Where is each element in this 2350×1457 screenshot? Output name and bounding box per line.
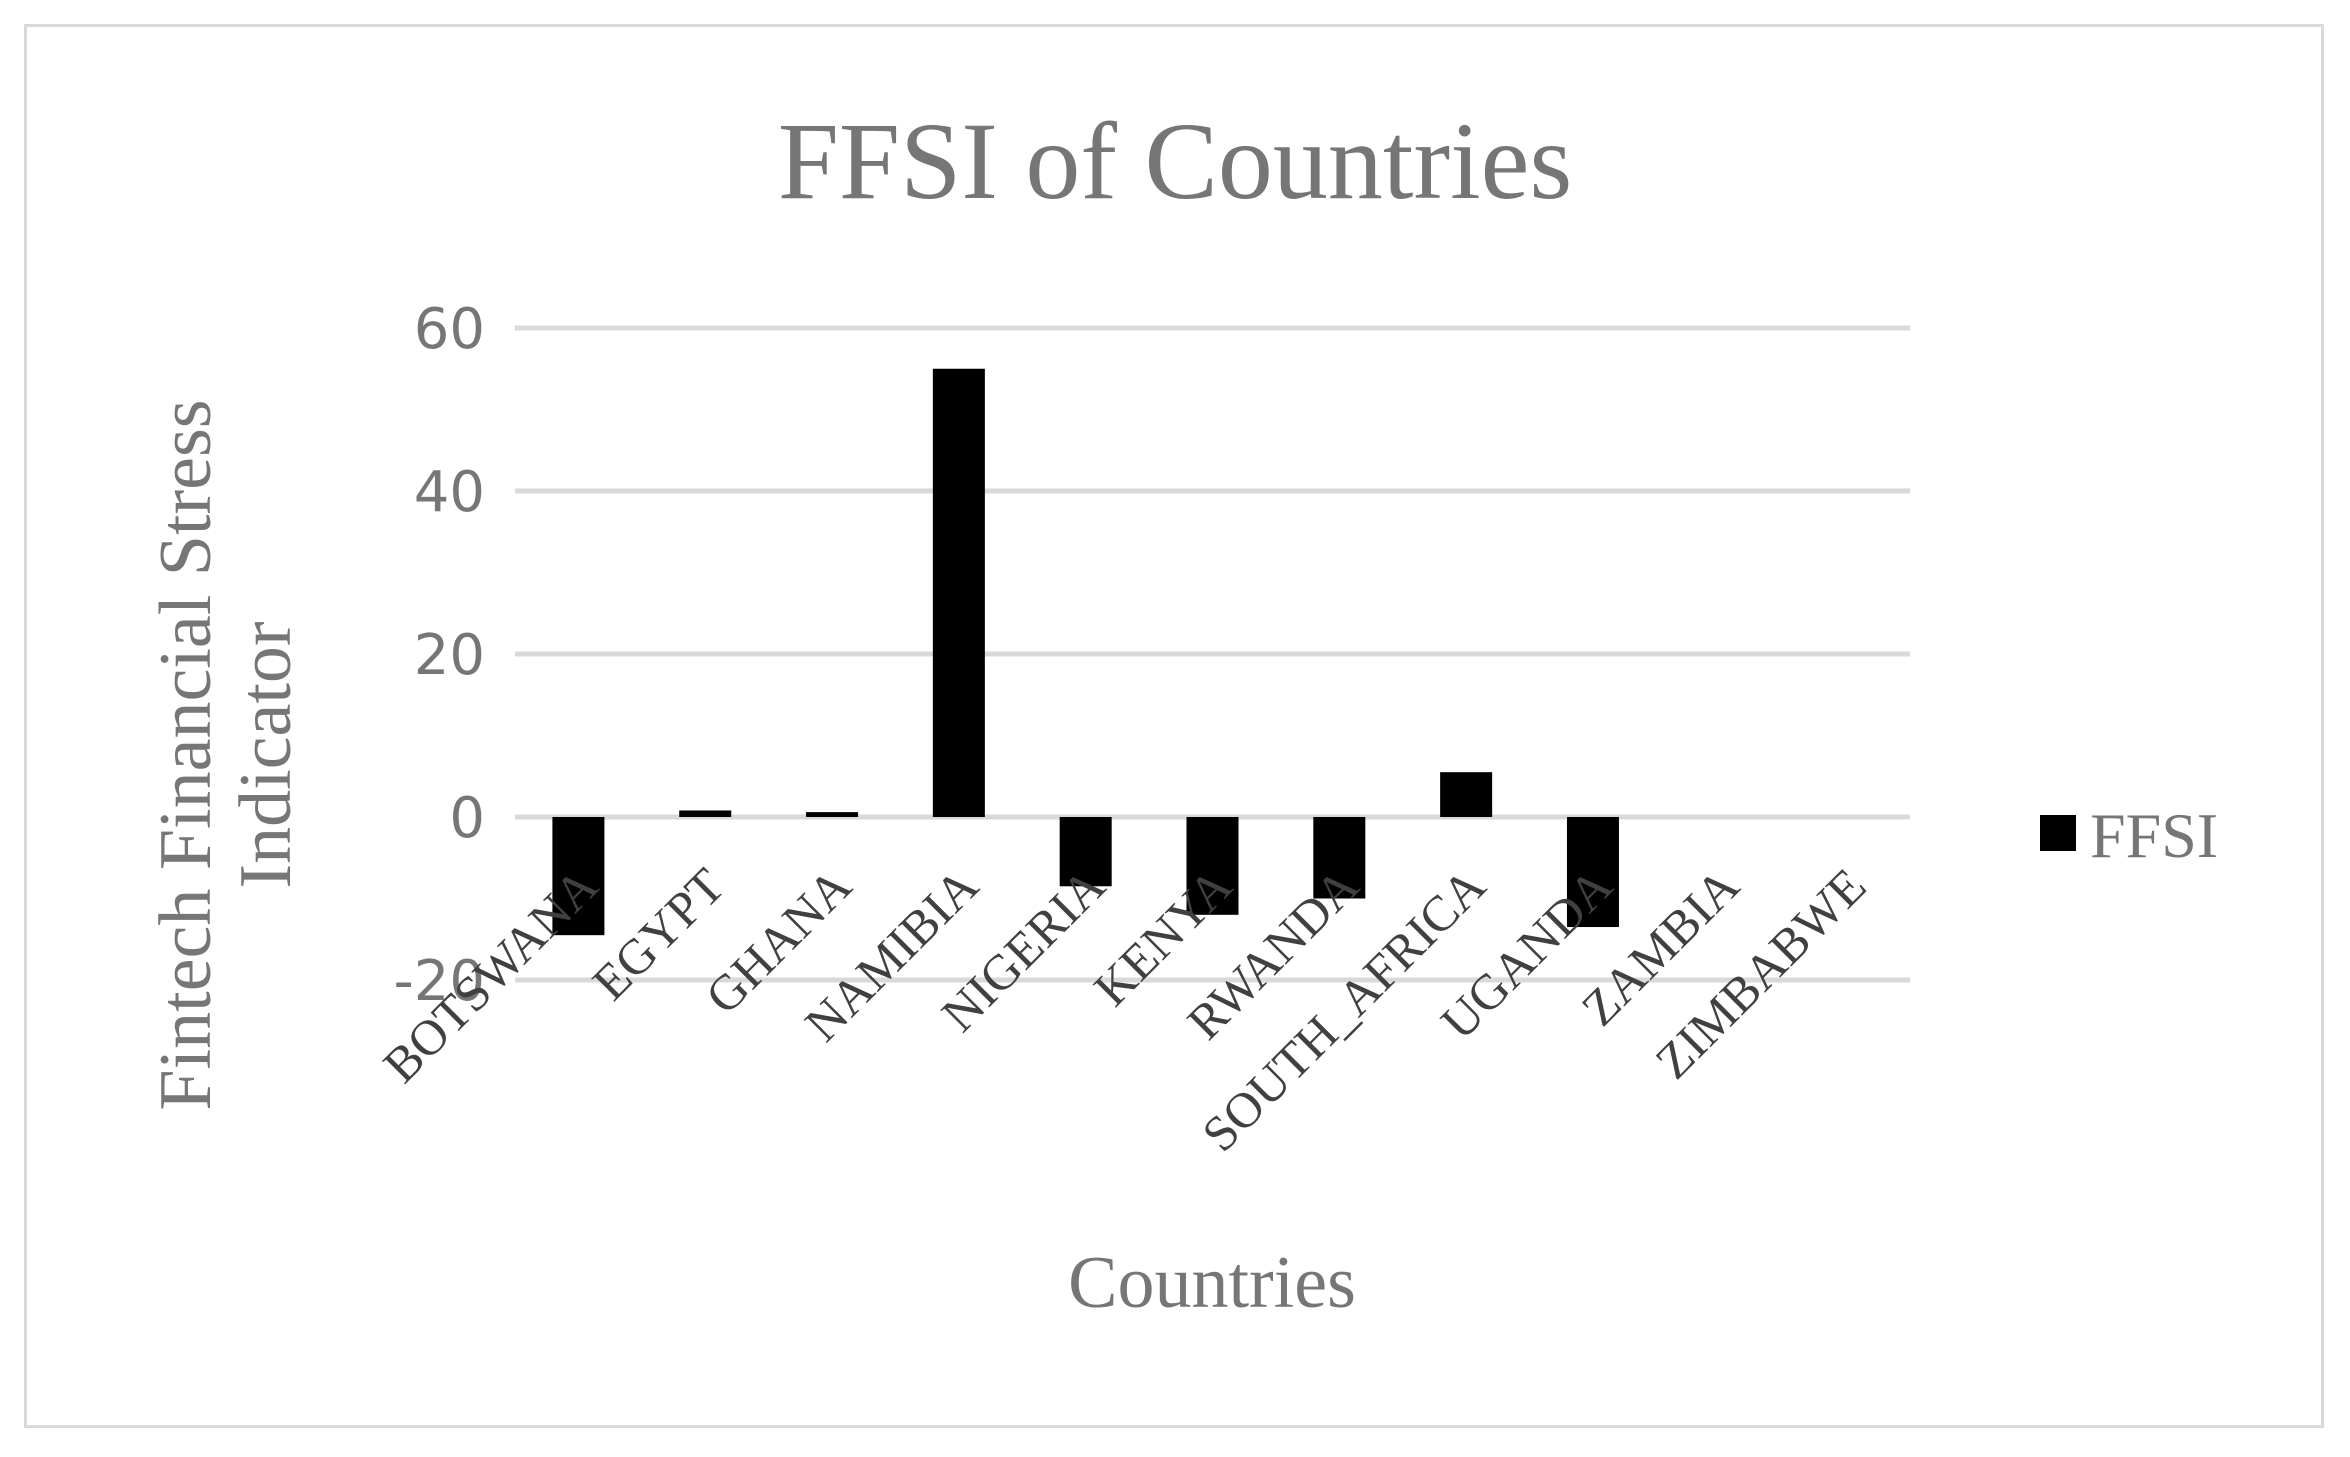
y-tick-label: 20 <box>414 623 485 688</box>
y-tick-label: -20 <box>394 949 485 1014</box>
bars <box>552 368 1619 936</box>
bar <box>1313 817 1366 899</box>
bar <box>932 368 985 817</box>
legend: FFSI <box>2040 800 2218 871</box>
legend-swatch <box>2040 815 2076 851</box>
y-axis-ticks: -20 0 20 40 60 <box>394 297 485 1014</box>
bar <box>1059 817 1112 887</box>
y-tick-label: 0 <box>449 786 485 851</box>
y-tick-label: 40 <box>414 460 485 525</box>
y-axis-title: Fintech Financial StressIndicator <box>145 399 307 1110</box>
chart-frame <box>24 24 2324 1428</box>
y-tick-label: 60 <box>414 297 485 362</box>
bar <box>1566 817 1619 928</box>
bar <box>1440 772 1493 817</box>
x-axis-ticks: BOTSWANAEGYPTGHANANAMIBIANIGERIAKENYARWA… <box>372 857 1876 1162</box>
legend-label: FFSI <box>2090 800 2218 871</box>
bar <box>806 812 859 817</box>
x-axis-title: Countries <box>1068 1242 1356 1324</box>
bar <box>679 810 732 817</box>
bar <box>1186 817 1239 915</box>
bar <box>552 817 605 936</box>
chart-title: FFSI of Countries <box>778 100 1573 222</box>
